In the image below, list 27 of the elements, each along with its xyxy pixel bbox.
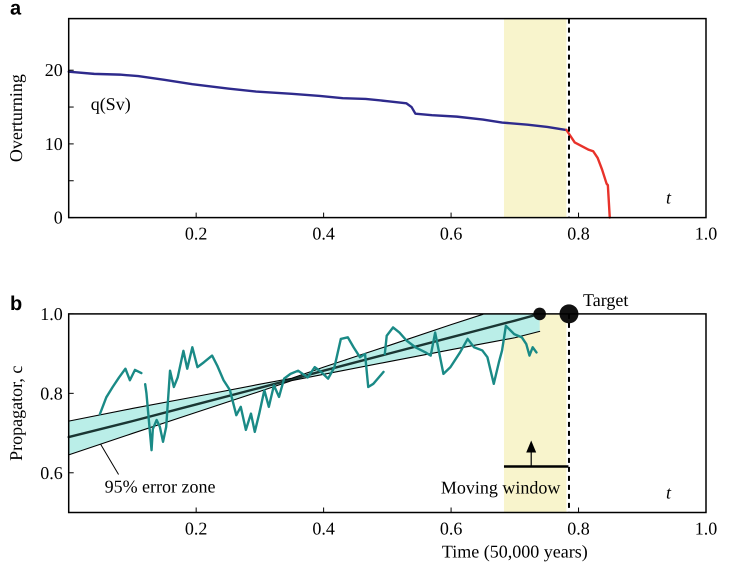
y-axis-title: Overturning xyxy=(6,74,26,162)
chart-title: b xyxy=(10,292,22,315)
y-tick-label: 20 xyxy=(44,60,63,80)
y-tick-label: 0 xyxy=(54,208,63,228)
x-tick-label: 0.2 xyxy=(184,224,208,244)
y-tick-label: 0.6 xyxy=(40,462,63,483)
chart-title: a xyxy=(10,0,22,20)
x-tick-label: 0.4 xyxy=(312,224,335,244)
y-tick-label: 10 xyxy=(44,134,63,154)
x-tick-label: 1.0 xyxy=(694,518,718,538)
x-tick-label: 0.2 xyxy=(184,518,208,538)
x-tick-label: 0.6 xyxy=(440,224,462,244)
annotation: t xyxy=(666,188,672,208)
annotation: Moving window xyxy=(440,478,560,498)
y-tick-label: 1.0 xyxy=(40,304,63,324)
x-axis-title: Time (50,000 years) xyxy=(442,542,588,562)
annotation: q(Sv) xyxy=(90,94,131,114)
annotation: 95% error zone xyxy=(104,476,216,496)
y-tick-label: 0.8 xyxy=(40,383,63,404)
x-tick-label: 1.0 xyxy=(694,224,718,244)
x-tick-label: 0.8 xyxy=(567,518,590,538)
x-tick-label: 0.4 xyxy=(312,518,335,538)
y-axis-title: Propagator, c xyxy=(6,366,26,461)
annotation: Target xyxy=(582,290,628,310)
x-tick-label: 0.6 xyxy=(440,518,462,538)
annotation: t xyxy=(666,482,672,502)
x-tick-label: 0.8 xyxy=(567,224,590,244)
